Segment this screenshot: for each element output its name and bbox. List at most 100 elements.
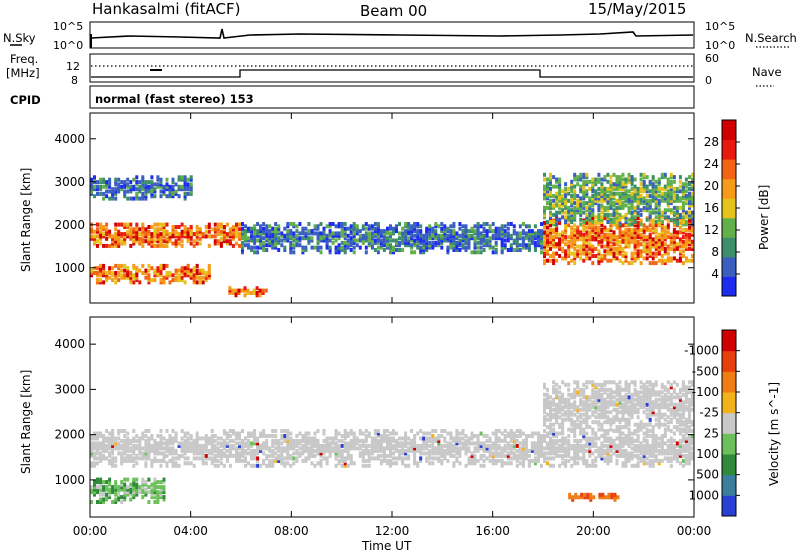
heatmap-cell [207, 441, 211, 446]
heatmap-cell [431, 456, 435, 461]
heatmap-cell [352, 441, 356, 446]
heatmap-cell [470, 431, 474, 436]
heatmap-cell [564, 249, 568, 254]
heatmap-cell [549, 242, 552, 247]
heatmap-cell [603, 186, 607, 191]
heatmap-cell [582, 186, 586, 191]
heatmap-cell [180, 239, 184, 244]
heatmap-cell [186, 438, 190, 443]
heatmap-cell [573, 237, 577, 242]
heatmap-cell [216, 229, 220, 234]
heatmap-cell [549, 198, 552, 203]
heatmap-cell [612, 186, 616, 191]
heatmap-cell [681, 436, 685, 441]
heatmap-cell [597, 179, 601, 184]
heatmap-cell [425, 436, 429, 441]
heatmap-cell [434, 231, 438, 236]
heatmap-cell [180, 222, 184, 227]
heatmap-cell [558, 422, 562, 427]
heatmap-cell [597, 235, 601, 240]
heatmap-cell [636, 453, 640, 458]
heatmap-cell [537, 436, 540, 441]
heatmap-cell [301, 451, 305, 456]
heatmap-cell [603, 412, 607, 417]
heatmap-cell [491, 250, 495, 255]
heatmap-cell [651, 230, 655, 235]
heatmap-cell [370, 240, 374, 245]
colorbar-tick-label: 12 [704, 223, 719, 237]
heatmap-cell [141, 436, 145, 441]
heatmap-cell [591, 249, 595, 254]
heatmap-cell [579, 397, 583, 402]
heatmap-cell [494, 434, 498, 438]
heatmap-cell [434, 446, 438, 451]
heatmap-cell [156, 271, 160, 275]
heatmap-cell [434, 233, 438, 238]
heatmap-cell [452, 238, 456, 243]
heatmap-cell [352, 431, 356, 436]
heatmap-cell [452, 436, 456, 441]
heatmap-cell [624, 458, 628, 463]
heatmap-cell [543, 451, 546, 456]
heatmap-cell [268, 434, 272, 438]
heatmap-cell [228, 227, 232, 232]
heatmap-cell [678, 249, 682, 254]
heatmap-cell [558, 220, 562, 225]
heatmap-cell [666, 258, 670, 263]
heatmap-cell [606, 387, 610, 392]
heatmap-cell [235, 453, 238, 458]
heatmap-cell [609, 228, 613, 232]
heatmap-cell [573, 422, 577, 427]
heatmap-cell [648, 218, 652, 223]
heatmap-cell [588, 220, 592, 225]
heatmap-cell [253, 231, 257, 236]
heatmap-cell [651, 436, 655, 441]
heatmap-cell [177, 175, 181, 180]
heatmap-cell [150, 191, 154, 196]
heatmap-cell [618, 438, 622, 443]
heatmap-cell [672, 191, 676, 196]
heatmap-cell [651, 441, 655, 446]
heatmap-cell [117, 236, 121, 241]
heatmap-cell [416, 233, 420, 238]
heatmap-cell [573, 448, 577, 453]
heatmap-cell [325, 446, 329, 451]
heatmap-cell [561, 210, 565, 215]
heatmap-cell [150, 175, 154, 180]
heatmap-cell [361, 224, 365, 229]
heatmap-cell [204, 271, 208, 275]
heatmap-cell [615, 201, 619, 206]
heatmap-cell [606, 249, 610, 254]
heatmap-cell [663, 210, 667, 215]
heatmap-cell [105, 485, 109, 490]
heatmap-cell [96, 234, 99, 239]
heatmap-cell [111, 446, 115, 451]
heatmap-cell [549, 201, 552, 206]
heatmap-cell [386, 446, 389, 451]
heatmap-cell [192, 438, 196, 443]
heatmap-cell [129, 271, 133, 275]
heatmap-cell [648, 235, 652, 240]
heatmap-cell [530, 446, 534, 451]
heatmap-cell [265, 226, 269, 231]
heatmap-cell [455, 248, 459, 252]
heatmap-cell [567, 400, 571, 405]
heatmap-cell [228, 239, 232, 244]
heatmap-cell [558, 431, 562, 436]
heatmap-cell [591, 410, 595, 415]
heatmap-cell [123, 232, 127, 237]
heatmap-cell [543, 246, 546, 251]
heatmap-cell [585, 458, 589, 463]
heatmap-cell [494, 231, 498, 236]
heatmap-cell [600, 405, 604, 410]
heatmap-cell [564, 205, 568, 210]
heatmap-cell [425, 233, 429, 238]
heatmap-cell [195, 263, 199, 268]
heatmap-cell [150, 225, 154, 229]
heatmap-cell [663, 434, 667, 438]
heatmap-cell [660, 242, 664, 247]
heatmap-cell [618, 215, 622, 220]
heatmap-cell [678, 217, 682, 222]
heatmap-cell [672, 189, 676, 194]
heatmap-cell [482, 229, 486, 234]
